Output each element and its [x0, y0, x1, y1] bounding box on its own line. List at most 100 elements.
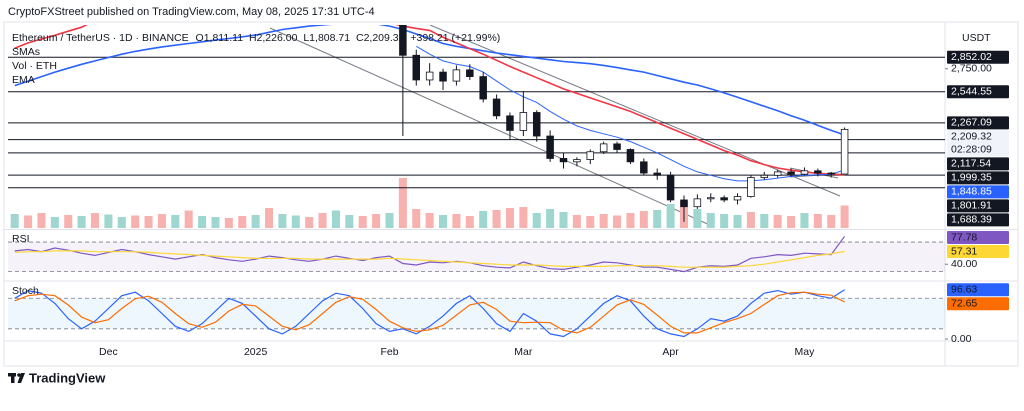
x-tick-label: Feb	[380, 346, 398, 358]
volume-bar	[599, 214, 608, 228]
price-label-box	[947, 231, 1009, 244]
candle-body	[773, 171, 782, 176]
x-tick-label: Mar	[514, 346, 533, 358]
volume-bar	[265, 208, 274, 228]
trend-line	[269, 27, 713, 227]
candle-body	[640, 161, 648, 174]
volume-bar	[760, 214, 769, 228]
rsi-pane	[8, 235, 945, 273]
candle-body	[827, 172, 835, 175]
candle-body	[399, 25, 407, 56]
volume-bar	[733, 215, 742, 228]
volume-bar	[184, 210, 193, 228]
volume-bar	[572, 215, 581, 228]
candle-body	[787, 171, 795, 175]
moving-average	[14, 25, 845, 176]
volume-bar	[626, 213, 635, 228]
candle-body	[492, 98, 501, 117]
publisher-header: CryptoFXStreet published on TradingView.…	[8, 6, 375, 18]
volume-bar	[666, 204, 675, 228]
volume-bar	[412, 209, 421, 228]
candle-body	[573, 159, 581, 163]
candle-body	[519, 112, 528, 131]
candle-body	[693, 198, 702, 208]
y-tick-label: 0.00	[951, 333, 972, 345]
indicator-legend[interactable]: SMAs	[12, 46, 40, 58]
indicator-legend[interactable]: EMA	[12, 74, 35, 86]
volume-bar	[10, 214, 19, 228]
x-tick-label: Dec	[99, 346, 118, 358]
indicator-line	[14, 250, 845, 268]
candle-body	[626, 149, 635, 163]
volume-bar	[813, 214, 822, 228]
candle-body	[653, 172, 661, 176]
volume-bar	[452, 214, 461, 228]
candle-body	[412, 54, 421, 81]
volume-bar	[131, 215, 140, 228]
legend-change: +398.21 (+21.99%)	[410, 32, 500, 44]
indicator-legend[interactable]: Vol · ETH	[12, 60, 57, 72]
volume-bar	[586, 216, 595, 228]
price-label: 2,267.09	[947, 116, 1009, 130]
indicator-line	[14, 235, 846, 273]
volume-bar	[546, 209, 555, 228]
candle-body	[707, 197, 715, 200]
volume-bar	[639, 211, 648, 228]
price-label-box	[947, 185, 1009, 199]
indicator-line	[14, 289, 845, 338]
price-label-text: 72.65	[951, 298, 977, 310]
footer-brand: TradingView	[29, 370, 106, 385]
legend-value: C2,209.32	[356, 32, 405, 44]
volume-bar	[840, 205, 849, 228]
volume-bar	[211, 217, 220, 228]
price-label: 57.31	[947, 245, 1009, 258]
price-label: 77.78	[947, 231, 1009, 244]
price-label-text: 96.63	[951, 284, 977, 296]
currency-label: USDT	[962, 32, 991, 44]
indicator-band	[8, 242, 945, 272]
price-label: 96.63	[947, 283, 1009, 297]
volume-bar	[519, 207, 528, 228]
price-label-text: 2,267.09	[951, 117, 992, 129]
price-label-text: 77.78	[951, 231, 977, 243]
price-label-text: 2,209.32	[951, 131, 992, 143]
price-label: 2,544.55	[947, 85, 1009, 99]
volume-bar	[559, 212, 568, 228]
volume-bar	[398, 178, 407, 228]
volume-bar	[787, 216, 796, 228]
volume-bar	[144, 216, 153, 228]
volume-bar	[117, 217, 126, 228]
volume-bar	[198, 216, 207, 228]
volume-bar	[693, 209, 702, 228]
volume-bar	[800, 213, 809, 228]
logo-shape	[17, 373, 21, 377]
volume-bar	[425, 213, 434, 228]
volume-bar	[532, 213, 541, 228]
volume-bar	[171, 215, 180, 228]
symbol-legend: Ethereum / TetherUS · 1D · BINANCE O1,81…	[12, 32, 500, 44]
price-label-text: 1,848.85	[951, 186, 992, 198]
volume-bar	[613, 215, 622, 228]
volume-bar	[278, 214, 287, 228]
price-label: 1,848.85	[947, 185, 1009, 199]
x-tick-label: May	[795, 346, 816, 358]
price-tick-label: 2,750.00	[951, 63, 992, 75]
price-label-box	[947, 283, 1009, 297]
volume-bar	[305, 217, 314, 228]
price-label-box	[947, 130, 1009, 157]
candle-body	[466, 69, 474, 77]
volume-bar	[104, 214, 113, 228]
price-label: 1,801.91	[947, 199, 1009, 213]
candle-body	[586, 151, 595, 160]
price-label: 2,852.02	[947, 50, 1009, 64]
candle-body	[800, 170, 809, 175]
volume-bar	[37, 213, 46, 228]
price-label-text: 57.31	[951, 245, 977, 257]
candle-body	[599, 143, 608, 153]
price-label-text: 1,999.35	[951, 172, 992, 184]
candle-body	[439, 71, 447, 82]
candle-body	[613, 143, 621, 150]
chart-frame	[3, 21, 1019, 367]
